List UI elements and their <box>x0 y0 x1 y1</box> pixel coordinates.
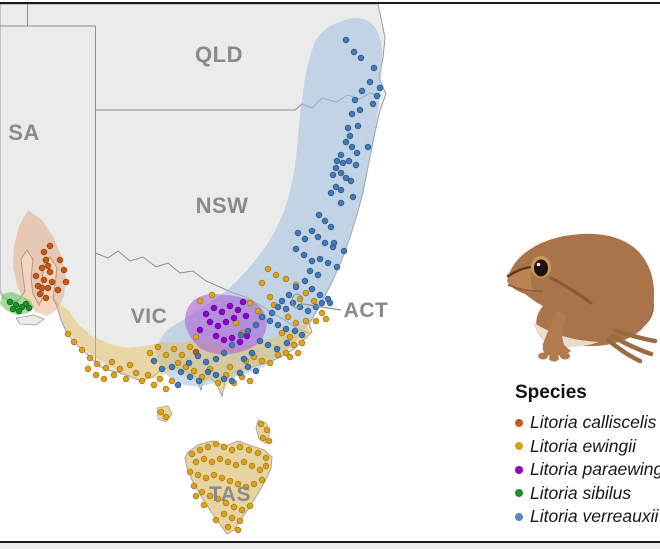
brown-tree-frog-photo <box>506 233 658 364</box>
state-label-sa: SA <box>8 120 40 145</box>
species-name: Litoria sibilus <box>530 482 632 503</box>
state-label-vic: VIC <box>131 305 168 328</box>
frog-front-toes <box>538 352 570 362</box>
region-verreauxii-range <box>156 18 382 387</box>
frog-eye <box>534 259 548 277</box>
legend-item: Litoria sibilus <box>515 482 660 506</box>
dots-litoria-ewingii <box>64 265 330 534</box>
legend-item: Litoria calliscelis <box>515 411 660 435</box>
kangaroo-island-landmass <box>15 314 45 326</box>
state-labels: SA QLD NSW VIC ACT TAS <box>8 42 388 506</box>
frog-flank-stripe <box>549 276 593 305</box>
legend-color-dot <box>515 465 523 474</box>
legend-color-dot <box>515 489 523 498</box>
figure-top-border <box>0 2 660 4</box>
legend-color-dot <box>515 418 523 427</box>
legend-item: Litoria paraewingi <box>515 458 660 482</box>
legend-item: Litoria ewingii <box>515 435 660 459</box>
species-name: Litoria paraewingi <box>530 459 660 480</box>
act-callout-line <box>302 303 342 311</box>
state-label-act: ACT <box>344 299 389 322</box>
act-boundary-outline <box>291 293 303 309</box>
frog-eye-highlight <box>536 262 541 267</box>
occurrence-dots <box>6 36 384 534</box>
dots-litoria-sibilus <box>6 298 33 315</box>
species-name: Litoria ewingii <box>530 435 637 456</box>
region-calliscelis-range <box>13 210 66 316</box>
legend-items: Litoria calliscelis Litoria ewingii Litori… <box>515 411 660 529</box>
frog-front-leg <box>542 310 571 356</box>
distribution-map: SA QLD NSW VIC ACT TAS <box>0 3 388 535</box>
legend-item: Litoria verreauxii <box>515 505 660 529</box>
state-label-nsw: NSW <box>196 193 249 218</box>
dots-litoria-verreauxii <box>150 36 384 389</box>
species-name: Litoria calliscelis <box>530 412 657 433</box>
state-label-qld: QLD <box>195 42 243 67</box>
frog-hind-toes <box>605 327 658 364</box>
legend-title: Species <box>515 382 587 403</box>
legend-color-dot <box>515 512 523 521</box>
frog-head-highlight <box>507 264 534 293</box>
figure-outer-margin <box>0 543 660 549</box>
legend-color-dot <box>515 442 523 451</box>
dots-litoria-calliscelis <box>32 242 200 356</box>
state-label-tas: TAS <box>209 483 251 506</box>
frog-mouth-line <box>507 284 544 292</box>
figure-bottom-border <box>0 541 660 543</box>
dots-litoria-paraewingi <box>196 298 251 346</box>
species-name: Litoria verreauxii <box>530 506 659 527</box>
species-legend: Species Litoria calliscelis Litoria ewing… <box>515 382 660 529</box>
